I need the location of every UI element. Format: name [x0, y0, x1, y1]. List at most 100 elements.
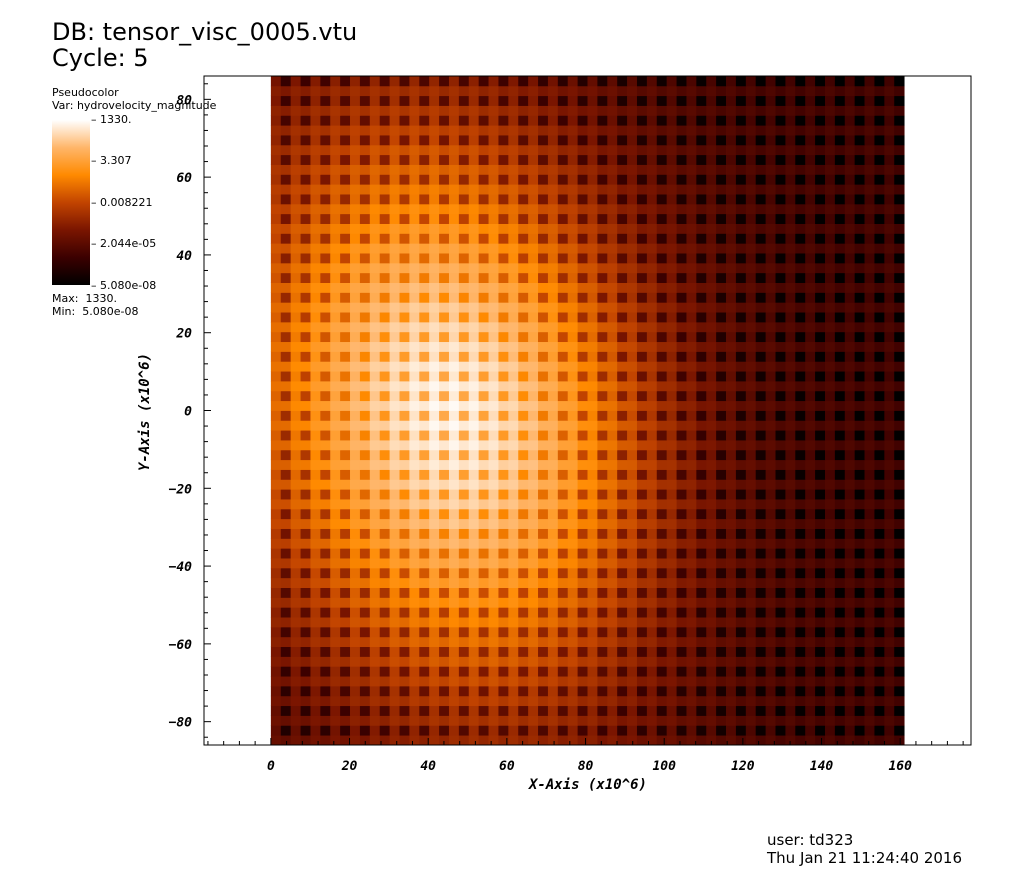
heatmap-cell: [686, 105, 697, 116]
heatmap-cell: [567, 85, 578, 97]
heatmap-cell: [646, 410, 658, 421]
heatmap-cell: [864, 695, 875, 707]
heatmap-cell: [488, 76, 499, 87]
heatmap-cell: [854, 312, 865, 323]
heatmap-cell: [429, 676, 440, 687]
heatmap-cell: [498, 440, 509, 451]
heatmap-cell: [696, 567, 707, 579]
heatmap-cell: [429, 725, 440, 736]
heatmap-cell: [557, 213, 569, 224]
heatmap-cell: [894, 735, 905, 746]
heatmap-cell: [458, 567, 470, 579]
heatmap-cell: [617, 105, 628, 116]
heatmap-cell: [795, 617, 806, 628]
heatmap-cell: [874, 223, 885, 234]
heatmap-cell: [617, 695, 628, 707]
heatmap-cell: [448, 548, 460, 559]
heatmap-cell: [864, 607, 875, 618]
heatmap-cell: [508, 685, 519, 697]
heatmap-cell: [429, 518, 440, 529]
x-tick-label: 0: [267, 759, 275, 774]
heatmap-cell: [686, 597, 697, 608]
heatmap-cell: [874, 469, 885, 480]
heatmap-cell: [795, 223, 806, 234]
heatmap-cell: [320, 76, 331, 87]
heatmap-cell: [656, 695, 668, 707]
heatmap-cell: [676, 85, 687, 97]
heatmap-cell: [379, 479, 390, 490]
heatmap-cell: [478, 243, 489, 254]
heatmap-cell: [389, 695, 400, 707]
heatmap-cell: [458, 390, 470, 402]
heatmap-cell: [399, 253, 410, 264]
heatmap-cell: [627, 115, 638, 126]
heatmap-cell: [409, 626, 420, 638]
heatmap-cell: [429, 735, 440, 746]
heatmap-cell: [518, 351, 529, 362]
heatmap-cell: [755, 440, 766, 451]
heatmap-cell: [439, 617, 450, 628]
heatmap-cell: [439, 508, 450, 520]
heatmap-cell: [726, 528, 737, 539]
heatmap-cell: [805, 194, 816, 205]
heatmap-cell: [547, 695, 559, 707]
heatmap-cell: [706, 656, 717, 667]
heatmap-cell: [844, 115, 856, 126]
heatmap-cell: [508, 194, 519, 205]
heatmap-cell: [478, 76, 489, 87]
heatmap-cell: [884, 115, 895, 126]
heatmap-cell: [270, 95, 282, 106]
heatmap-cell: [864, 626, 875, 638]
heatmap-cell: [429, 597, 440, 608]
heatmap-cell: [656, 685, 668, 697]
heatmap-cell: [369, 705, 381, 716]
heatmap-cell: [310, 253, 321, 264]
heatmap-cell: [419, 577, 430, 588]
heatmap-cell: [399, 400, 410, 411]
heatmap-cell: [745, 518, 757, 529]
heatmap-cell: [350, 371, 361, 382]
heatmap-cell: [290, 685, 301, 697]
heatmap-cell: [300, 449, 311, 461]
heatmap-cell: [458, 705, 470, 716]
heatmap-cell: [755, 538, 766, 549]
heatmap-cell: [300, 666, 311, 677]
heatmap-cell: [597, 597, 608, 608]
heatmap-cell: [330, 430, 341, 441]
heatmap-cell: [716, 518, 727, 529]
heatmap-cell: [646, 489, 658, 500]
heatmap-cell: [686, 715, 697, 726]
heatmap-cell: [439, 440, 450, 451]
heatmap-cell: [775, 449, 786, 461]
heatmap-cell: [300, 105, 311, 116]
heatmap-cell: [617, 518, 628, 529]
heatmap-cell: [716, 676, 727, 687]
heatmap-cell: [280, 302, 292, 313]
heatmap-cell: [854, 735, 865, 746]
heatmap-cell: [557, 567, 569, 579]
heatmap-cell: [547, 508, 559, 520]
heatmap-cell: [735, 479, 747, 490]
heatmap-cell: [379, 144, 390, 156]
heatmap-cell: [726, 646, 737, 657]
heatmap-cell: [498, 499, 509, 510]
heatmap-cell: [458, 95, 470, 106]
heatmap-cell: [547, 548, 559, 559]
heatmap-cell: [577, 646, 588, 657]
heatmap-cell: [765, 518, 776, 529]
heatmap-cell: [320, 262, 331, 274]
heatmap-cell: [270, 617, 282, 628]
heatmap-cell: [369, 430, 381, 441]
heatmap-cell: [864, 656, 875, 667]
heatmap-cell: [419, 164, 430, 175]
heatmap-cell: [310, 164, 321, 175]
heatmap-cell: [567, 361, 578, 372]
heatmap-cell: [488, 85, 499, 97]
heatmap-cell: [834, 272, 846, 283]
heatmap-cell: [350, 154, 361, 165]
heatmap-cell: [359, 371, 371, 382]
heatmap-cell: [894, 351, 905, 362]
heatmap-cell: [429, 715, 440, 726]
heatmap-cell: [340, 587, 351, 598]
heatmap-cell: [884, 499, 895, 510]
